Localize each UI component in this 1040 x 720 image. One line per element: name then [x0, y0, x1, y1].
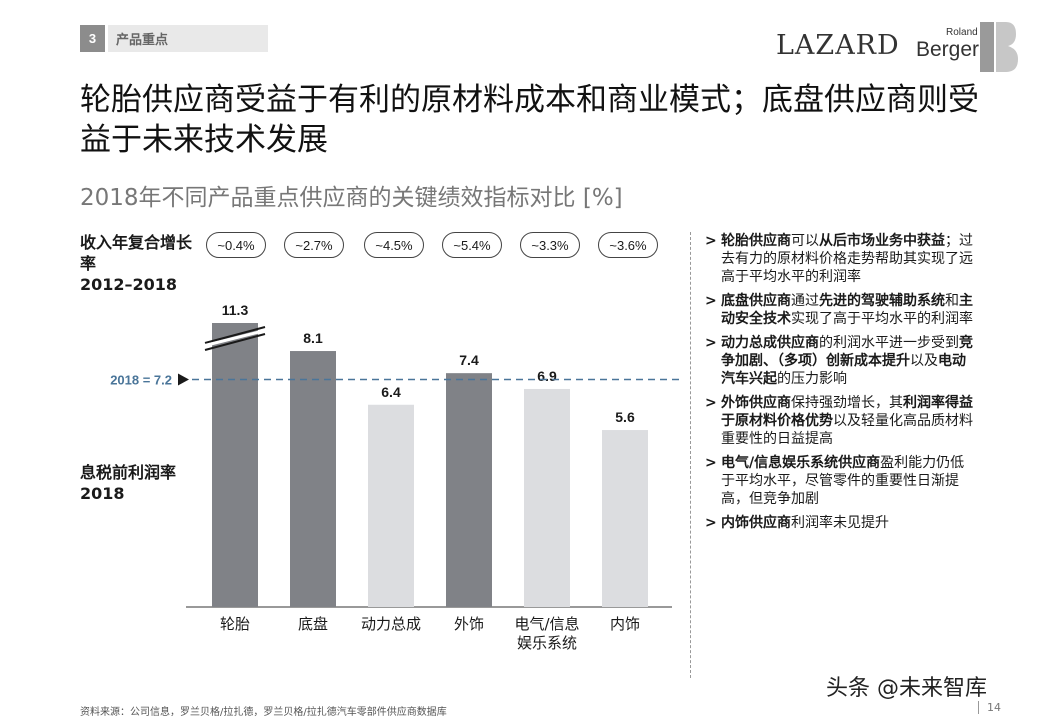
x-tick-label: 底盘: [298, 615, 328, 633]
insight-emphasis: 主动安全技术: [721, 293, 973, 327]
insight-item: 电气/信息娱乐系统供应商盈利能力仍低于平均水平，尽管零件的重要性日渐提高，但竞争…: [705, 454, 975, 508]
bar: [368, 404, 414, 607]
bar-value-label: 6.9: [537, 368, 557, 384]
insight-emphasis: 电气/信息娱乐系统供应商: [721, 455, 881, 471]
insight-emphasis: 轮胎供应商: [721, 233, 791, 249]
roland-berger-logo-top: Roland: [946, 27, 978, 38]
insight-emphasis: 电动汽车兴起: [721, 353, 966, 387]
roland-berger-mark-icon: [980, 22, 1018, 72]
insight-text: 实现了高于平均水平的利润率: [791, 311, 973, 327]
cagr-pill-powertrain: ~4.5%: [364, 232, 424, 258]
page-number: 14: [978, 701, 1001, 714]
cagr-row-label: 收入年复合增长率 2012–2018: [80, 232, 205, 295]
insight-text: 和: [945, 293, 959, 309]
lazard-logo: LAZARD: [776, 30, 900, 61]
bar-value-label: 11.3: [222, 302, 249, 318]
axis-break-mark: [204, 326, 266, 344]
axis-break-gap: [202, 328, 268, 348]
ebit-margin-bar-chart: 11.3 轮胎 8.1 底盘 6.4 动力总成 7.4 外饰 6.9 电气/信息娱乐系统 5.6 内饰…: [110, 302, 680, 652]
insight-item: 轮胎供应商可以从后市场业务中获益；过去有力的原材料价格走势帮助其实现了远高于平均…: [705, 232, 975, 286]
insight-text: 以及轻量化高品质材料重要性的日益提高: [721, 413, 973, 447]
cagr-label-line1: 收入年复合增长率: [80, 233, 193, 273]
insight-text: 利润率未见提升: [791, 515, 889, 531]
insight-emphasis: 内饰供应商: [721, 515, 791, 531]
insight-emphasis: 从后市场业务中获益: [819, 233, 945, 249]
source-note: 资料来源：公司信息，罗兰贝格/拉扎德，罗兰贝格/拉扎德汽车零部件供应商数据库: [80, 707, 447, 718]
insight-text: 通过: [791, 293, 819, 309]
insight-text: 以及: [910, 353, 938, 369]
insights-list: 轮胎供应商可以从后市场业务中获益；过去有力的原材料价格走势帮助其实现了远高于平均…: [705, 232, 975, 538]
x-tick-label: 娱乐系统: [517, 634, 577, 652]
cagr-pill-interior: ~3.6%: [598, 232, 658, 258]
insight-text: 的利润水平进一步受到: [819, 335, 959, 351]
bar-value-label: 8.1: [303, 330, 323, 346]
roland-berger-logo: Berger: [916, 38, 980, 61]
watermark: 头条 @未来智库: [826, 676, 987, 701]
x-tick-label: 外饰: [454, 615, 484, 633]
reference-pointer-icon: [178, 373, 189, 386]
bar-value-label: 7.4: [459, 352, 479, 368]
insight-emphasis: 动力总成供应商: [721, 335, 819, 351]
insight-item: 底盘供应商通过先进的驾驶辅助系统和主动安全技术实现了高于平均水平的利润率: [705, 292, 975, 328]
cagr-pill-exterior: ~5.4%: [442, 232, 502, 258]
cagr-pill-tires: ~0.4%: [206, 232, 266, 258]
cagr-pill-chassis: ~2.7%: [284, 232, 344, 258]
bar: [602, 430, 648, 607]
cagr-label-line2: 2012–2018: [80, 275, 178, 294]
insight-text: 保持强劲增长，其: [791, 395, 903, 411]
x-tick-label: 轮胎: [220, 615, 250, 633]
insight-text: 可以: [791, 233, 819, 249]
ebit-label-line1: 息税前利润率: [80, 463, 177, 482]
chart-subtitle: 2018年不同产品重点供应商的关键绩效指标对比 [%]: [80, 185, 623, 211]
insight-text: 盈利能力仍低于平均水平，尽管零件的重要性日渐提高，但竞争加剧: [721, 455, 965, 507]
bar: [290, 351, 336, 607]
section-label: 产品重点: [108, 25, 268, 52]
insight-emphasis: 先进的驾驶辅助系统: [819, 293, 945, 309]
bar-value-label: 5.6: [615, 409, 635, 425]
ebit-label-line2: 2018: [80, 484, 125, 503]
insight-emphasis: 利润率得益于原材料价格优势: [721, 395, 973, 429]
reference-line-label: 2018 = 7.2: [110, 372, 172, 387]
bar: [446, 373, 492, 607]
insight-emphasis: 竞争加剧、（多项）创新成本提升: [721, 335, 973, 369]
x-tick-label: 内饰: [610, 615, 640, 633]
page-title: 轮胎供应商受益于有利的原材料成本和商业模式；底盘供应商则受益于未来技术发展: [80, 82, 979, 158]
insight-item: 外饰供应商保持强劲增长，其利润率得益于原材料价格优势以及轻量化高品质材料重要性的…: [705, 394, 975, 448]
x-tick-label: 电气/信息: [514, 615, 579, 633]
insight-item: 动力总成供应商的利润水平进一步受到竞争加剧、（多项）创新成本提升以及电动汽车兴起…: [705, 334, 975, 388]
insight-emphasis: 外饰供应商: [721, 395, 791, 411]
bar: [212, 323, 258, 607]
section-number: 3: [80, 25, 105, 52]
bar: [524, 388, 570, 607]
cagr-pill-electrical: ~3.3%: [520, 232, 580, 258]
axis-break-mark: [204, 333, 266, 351]
bar-value-label: 6.4: [381, 384, 401, 400]
x-tick-label: 动力总成: [361, 615, 421, 633]
insight-emphasis: 底盘供应商: [721, 293, 791, 309]
insight-item: 内饰供应商利润率未见提升: [705, 514, 975, 532]
insight-text: 的压力影响: [777, 371, 847, 387]
column-divider: [690, 232, 691, 678]
ebit-row-label: 息税前利润率 2018: [80, 462, 205, 504]
insight-text: ；过去有力的原材料价格走势帮助其实现了远高于平均水平的利润率: [721, 233, 973, 285]
